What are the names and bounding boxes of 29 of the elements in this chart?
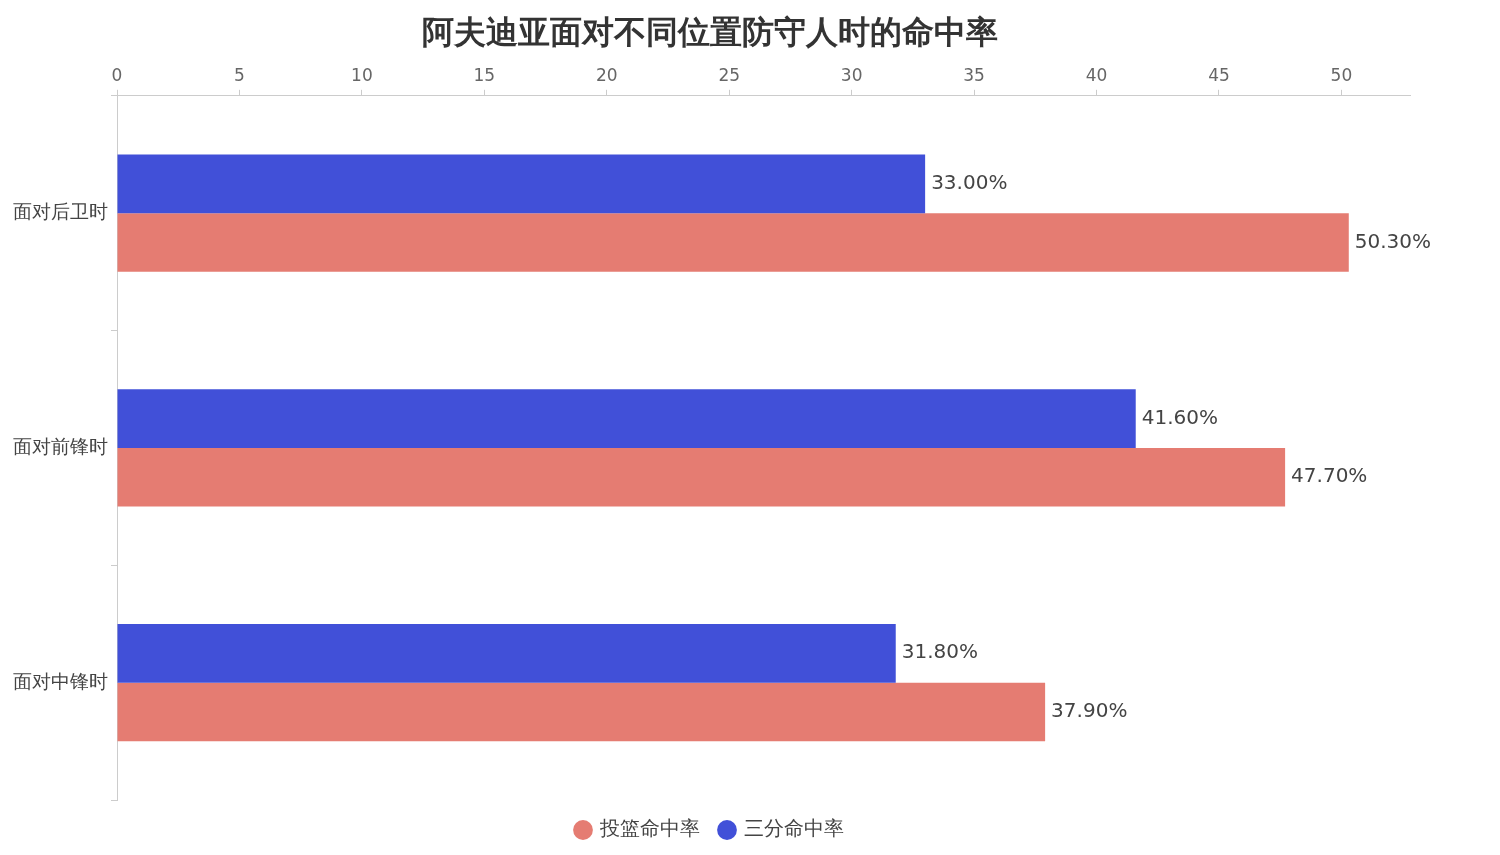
data-label: 33.00% [931, 170, 1008, 195]
bar [117, 213, 1349, 272]
x-tick-label: 45 [1208, 65, 1230, 86]
y-tick-label: 面对后卫时 [13, 200, 108, 223]
chart-title: 阿夫迪亚面对不同位置防守人时的命中率 [422, 12, 998, 51]
x-tick-label: 30 [840, 65, 863, 86]
x-tick-label: 15 [473, 65, 496, 86]
y-tick-label: 面对前锋时 [13, 434, 108, 457]
data-label: 31.80% [901, 639, 978, 664]
bar [117, 447, 1286, 507]
data-label: 47.70% [1291, 463, 1368, 488]
x-tick-label: 5 [234, 65, 245, 86]
x-tick-label: 0 [111, 65, 123, 86]
data-label: 37.90% [1051, 698, 1128, 723]
y-tick-label: 面对中锋时 [13, 669, 108, 692]
x-tick-label: 25 [718, 65, 741, 86]
x-tick-label: 35 [963, 65, 985, 86]
bar [117, 682, 1046, 742]
bar [117, 154, 926, 214]
x-tick-label: 20 [595, 65, 618, 86]
legend-label: 投篮命中率 [599, 816, 700, 841]
legend-label: 三分命中率 [744, 816, 844, 841]
data-label: 50.30% [1354, 228, 1432, 253]
x-tick-label: 10 [351, 65, 373, 86]
bar [117, 389, 1136, 448]
data-label: 41.60% [1141, 404, 1218, 429]
x-tick-label: 50 [1330, 65, 1353, 86]
x-tick-label: 40 [1085, 65, 1108, 86]
bar [117, 623, 896, 683]
